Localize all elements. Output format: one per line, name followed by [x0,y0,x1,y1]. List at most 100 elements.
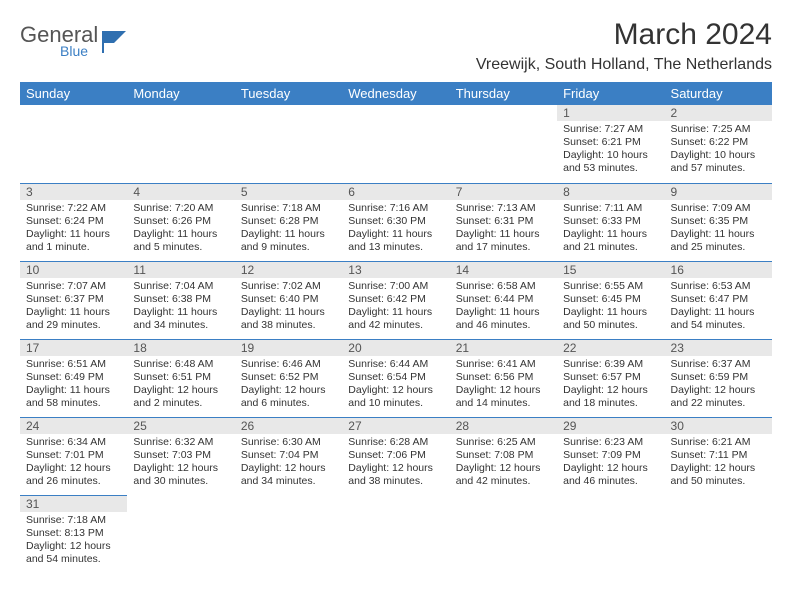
calendar-cell: 28Sunrise: 6:25 AMSunset: 7:08 PMDayligh… [450,417,557,495]
calendar-cell: 3 Sunrise: 7:22 AMSunset: 6:24 PMDaylight… [20,183,127,261]
calendar-cell: 11Sunrise: 7:04 AMSunset: 6:38 PMDayligh… [127,261,234,339]
calendar-cell [665,495,772,570]
daylight-text: and 54 minutes. [671,319,766,332]
day-details: Sunrise: 6:58 AMSunset: 6:44 PMDaylight:… [450,278,557,337]
day-details: Sunrise: 7:18 AMSunset: 6:28 PMDaylight:… [235,200,342,259]
day-number: 21 [450,340,557,356]
sunset-text: Sunset: 6:49 PM [26,371,121,384]
day-details: Sunrise: 6:25 AMSunset: 7:08 PMDaylight:… [450,434,557,493]
calendar-week-row: 17Sunrise: 6:51 AMSunset: 6:49 PMDayligh… [20,339,772,417]
sunrise-text: Sunrise: 7:13 AM [456,202,551,215]
sunrise-text: Sunrise: 6:53 AM [671,280,766,293]
calendar-cell: 6Sunrise: 7:16 AMSunset: 6:30 PMDaylight… [342,183,449,261]
calendar-cell [127,105,234,183]
sunrise-text: Sunrise: 6:28 AM [348,436,443,449]
day-number: 10 [20,262,127,278]
daylight-text: Daylight: 12 hours [671,462,766,475]
calendar-cell: 20Sunrise: 6:44 AMSunset: 6:54 PMDayligh… [342,339,449,417]
sunset-text: Sunset: 8:13 PM [26,527,121,540]
calendar-cell: 8Sunrise: 7:11 AMSunset: 6:33 PMDaylight… [557,183,664,261]
day-number: 13 [342,262,449,278]
sunrise-text: Sunrise: 6:34 AM [26,436,121,449]
sunrise-text: Sunrise: 6:23 AM [563,436,658,449]
day-details: Sunrise: 7:20 AMSunset: 6:26 PMDaylight:… [127,200,234,259]
day-details: Sunrise: 7:11 AMSunset: 6:33 PMDaylight:… [557,200,664,259]
sunset-text: Sunset: 6:33 PM [563,215,658,228]
daylight-text: and 58 minutes. [26,397,121,410]
day-details: Sunrise: 6:48 AMSunset: 6:51 PMDaylight:… [127,356,234,415]
day-details: Sunrise: 6:53 AMSunset: 6:47 PMDaylight:… [665,278,772,337]
daylight-text: Daylight: 11 hours [26,384,121,397]
day-number: 24 [20,418,127,434]
calendar-cell [235,495,342,570]
sunrise-text: Sunrise: 7:22 AM [26,202,121,215]
sunset-text: Sunset: 6:57 PM [563,371,658,384]
daylight-text: and 50 minutes. [671,475,766,488]
day-header: Tuesday [235,82,342,105]
location: Vreewijk, South Holland, The Netherlands [476,56,772,74]
daylight-text: Daylight: 11 hours [26,306,121,319]
calendar-cell: 22Sunrise: 6:39 AMSunset: 6:57 PMDayligh… [557,339,664,417]
daylight-text: and 22 minutes. [671,397,766,410]
calendar-cell: 9Sunrise: 7:09 AMSunset: 6:35 PMDaylight… [665,183,772,261]
day-number: 9 [665,184,772,200]
daylight-text: Daylight: 11 hours [26,228,121,241]
daylight-text: and 38 minutes. [348,475,443,488]
day-header: Wednesday [342,82,449,105]
sunset-text: Sunset: 6:31 PM [456,215,551,228]
calendar-cell: 25Sunrise: 6:32 AMSunset: 7:03 PMDayligh… [127,417,234,495]
daylight-text: Daylight: 12 hours [241,462,336,475]
daylight-text: and 34 minutes. [133,319,228,332]
day-details: Sunrise: 6:55 AMSunset: 6:45 PMDaylight:… [557,278,664,337]
daylight-text: and 46 minutes. [456,319,551,332]
sunset-text: Sunset: 6:22 PM [671,136,766,149]
sunset-text: Sunset: 6:42 PM [348,293,443,306]
day-details: Sunrise: 7:27 AMSunset: 6:21 PMDaylight:… [557,121,664,180]
sunrise-text: Sunrise: 6:58 AM [456,280,551,293]
daylight-text: Daylight: 11 hours [133,228,228,241]
logo-flag-icon [102,29,130,55]
sunset-text: Sunset: 7:04 PM [241,449,336,462]
day-number: 23 [665,340,772,356]
calendar-cell: 16Sunrise: 6:53 AMSunset: 6:47 PMDayligh… [665,261,772,339]
daylight-text: and 42 minutes. [348,319,443,332]
daylight-text: and 13 minutes. [348,241,443,254]
day-number: 16 [665,262,772,278]
calendar-cell: 2Sunrise: 7:25 AMSunset: 6:22 PMDaylight… [665,105,772,183]
calendar-cell [557,495,664,570]
calendar-table: Sunday Monday Tuesday Wednesday Thursday… [20,82,772,570]
sunrise-text: Sunrise: 6:51 AM [26,358,121,371]
day-header: Thursday [450,82,557,105]
day-number: 26 [235,418,342,434]
daylight-text: and 5 minutes. [133,241,228,254]
calendar-cell: 12Sunrise: 7:02 AMSunset: 6:40 PMDayligh… [235,261,342,339]
calendar-cell [20,105,127,183]
sunrise-text: Sunrise: 7:00 AM [348,280,443,293]
day-number: 2 [665,105,772,121]
daylight-text: Daylight: 12 hours [456,462,551,475]
sunset-text: Sunset: 6:26 PM [133,215,228,228]
daylight-text: and 54 minutes. [26,553,121,566]
calendar-cell: 17Sunrise: 6:51 AMSunset: 6:49 PMDayligh… [20,339,127,417]
calendar-cell: 31Sunrise: 7:18 AMSunset: 8:13 PMDayligh… [20,495,127,570]
sunset-text: Sunset: 7:03 PM [133,449,228,462]
sunrise-text: Sunrise: 6:48 AM [133,358,228,371]
day-details: Sunrise: 7:09 AMSunset: 6:35 PMDaylight:… [665,200,772,259]
daylight-text: Daylight: 12 hours [456,384,551,397]
sunset-text: Sunset: 6:35 PM [671,215,766,228]
sunrise-text: Sunrise: 6:39 AM [563,358,658,371]
sunrise-text: Sunrise: 6:32 AM [133,436,228,449]
calendar-cell [127,495,234,570]
daylight-text: and 10 minutes. [348,397,443,410]
sunset-text: Sunset: 6:24 PM [26,215,121,228]
day-number: 18 [127,340,234,356]
sunset-text: Sunset: 7:01 PM [26,449,121,462]
calendar-cell [342,495,449,570]
sunset-text: Sunset: 6:45 PM [563,293,658,306]
day-details: Sunrise: 7:25 AMSunset: 6:22 PMDaylight:… [665,121,772,180]
day-number: 6 [342,184,449,200]
daylight-text: Daylight: 12 hours [348,462,443,475]
daylight-text: Daylight: 12 hours [563,462,658,475]
day-number: 3 [20,184,127,200]
day-details: Sunrise: 6:32 AMSunset: 7:03 PMDaylight:… [127,434,234,493]
